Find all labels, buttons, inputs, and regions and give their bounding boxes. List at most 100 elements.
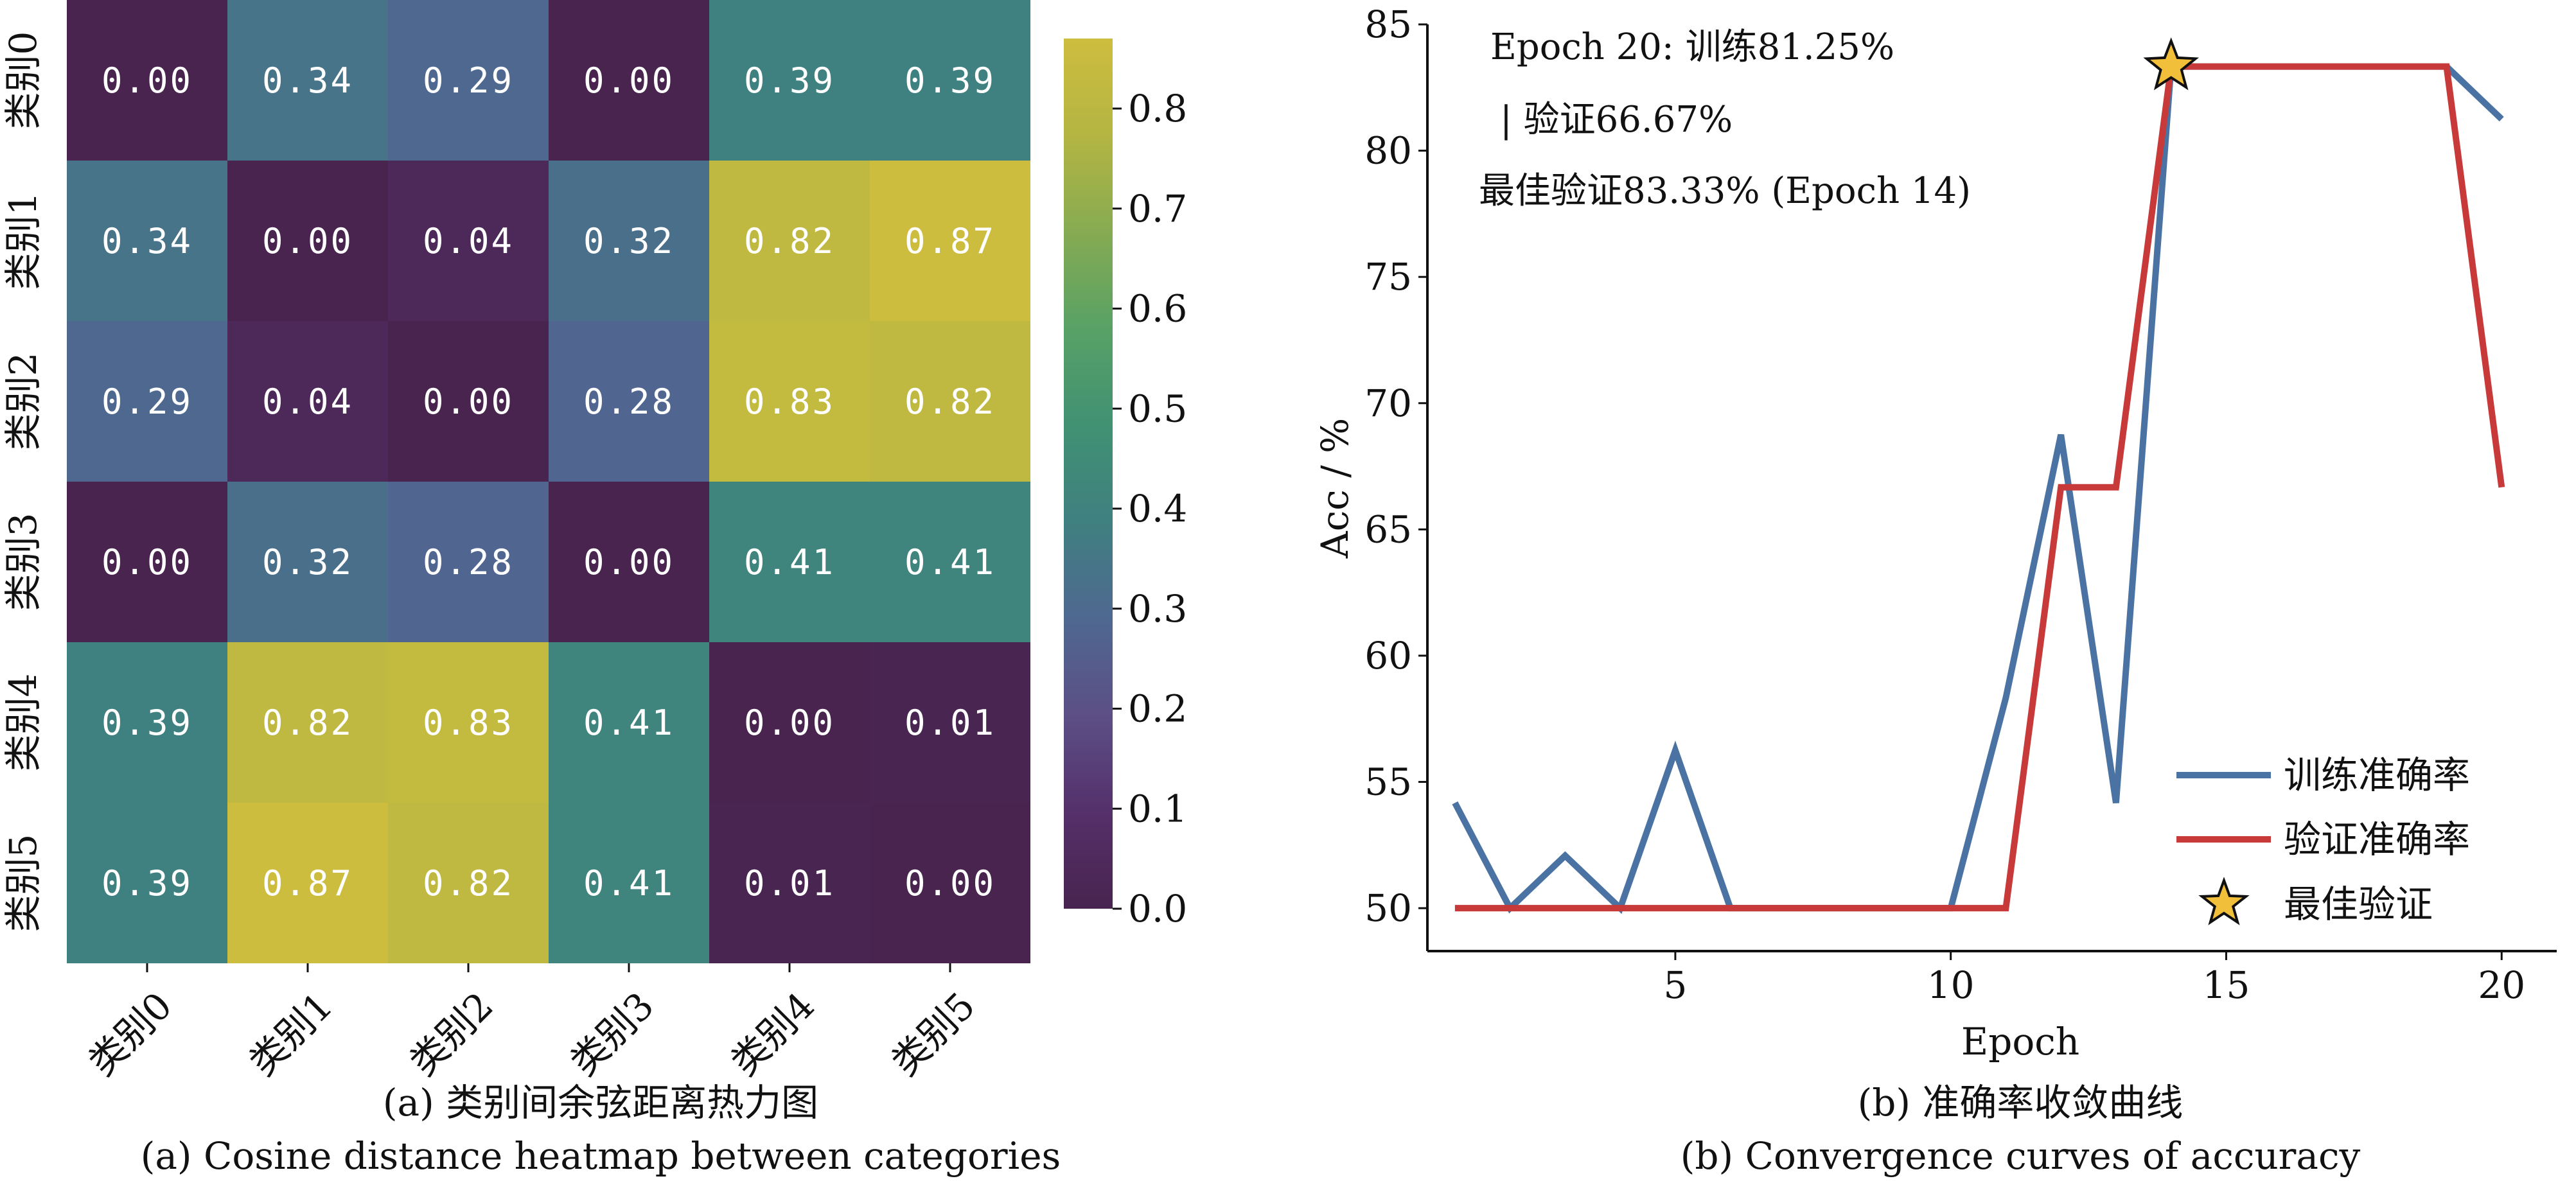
- line-chart-caption-cn: (b) 准确率收敛曲线: [1858, 1081, 2183, 1124]
- heatmap-cell: [709, 321, 870, 482]
- heatmap-row-label: 类别0: [1, 31, 45, 130]
- colorbar-gradient: [1064, 39, 1113, 909]
- heatmap-row-label: 类别2: [1, 353, 45, 451]
- best-validation-star-marker: [2143, 37, 2200, 91]
- x-tick-label: 20: [2478, 963, 2525, 1007]
- heatmap-cell-label: 0.00: [262, 221, 353, 261]
- colorbar-tick-label: 0.5: [1128, 387, 1187, 430]
- heatmap-cell: [709, 803, 870, 963]
- x-ticks: 5 10 15 20: [1663, 951, 2525, 1007]
- heatmap-cell-label: 0.01: [744, 863, 835, 904]
- heatmap-cell: [549, 482, 709, 642]
- legend-star-icon: [2198, 877, 2250, 925]
- heatmap-cell-label: 0.41: [904, 542, 996, 582]
- y-tick-label: 85: [1364, 3, 1412, 46]
- line-chart-caption-en: (b) Convergence curves of accuracy: [1681, 1134, 2361, 1178]
- heatmap-row-label: 类别5: [1, 834, 45, 932]
- heatmap-cell: [227, 803, 388, 963]
- heatmap-cell: [549, 0, 709, 161]
- heatmap-row-label: 类别4: [1, 674, 45, 772]
- heatmap-cell: [388, 161, 549, 321]
- heatmap-cell: [709, 642, 870, 803]
- heatmap-row-label: 类别1: [1, 192, 45, 290]
- legend-label-best: 最佳验证: [2284, 882, 2433, 926]
- heatmap-cell-label: 0.34: [262, 60, 353, 101]
- heatmap-col-label: 类别0: [80, 984, 181, 1084]
- y-axis-label: Acc / %: [1313, 418, 1357, 559]
- heatmap-cell: [870, 321, 1030, 482]
- heatmap-row-labels: 类别0 类别1 类别2 类别3 类别4 类别5: [1, 31, 45, 932]
- x-axis-label: Epoch: [1961, 1020, 2079, 1063]
- y-ticks: 50 55 60 65 70 75 80 85: [1364, 3, 1427, 930]
- heatmap-cell-label: 0.83: [744, 381, 835, 422]
- heatmap-cell-label: 0.82: [744, 221, 835, 261]
- heatmap-cell-label: 0.04: [423, 221, 514, 261]
- annotation-line-1: Epoch 20: 训练81.25%: [1490, 26, 1894, 68]
- y-tick-label: 50: [1364, 886, 1412, 930]
- heatmap-cell-label: 0.00: [583, 60, 675, 101]
- heatmap-cell-label: 0.39: [101, 703, 193, 743]
- heatmap-cell: [870, 161, 1030, 321]
- heatmap-cells: 0.00 0.34 0.29 0.00 0.39 0.39 0.34 0.00 0.04 0.32…: [67, 0, 1030, 963]
- legend-label-val: 验证准确率: [2284, 818, 2470, 861]
- heatmap-cell-label: 0.82: [904, 381, 996, 422]
- heatmap-cell-label: 0.32: [583, 221, 675, 261]
- annotation-line-3: 最佳验证83.33% (Epoch 14): [1479, 170, 1971, 212]
- heatmap-cell-label: 0.28: [423, 542, 514, 582]
- heatmap-cell-label: 0.00: [904, 863, 996, 904]
- colorbar-tick-label: 0.3: [1128, 587, 1187, 631]
- heatmap-cell: [67, 642, 227, 803]
- heatmap-col-label: 类别4: [723, 984, 823, 1084]
- heatmap-cell-label: 0.28: [583, 381, 675, 422]
- colorbar-ticks: 0.0 0.1 0.2 0.3 0.4 0.5 0.6 0.7 0.8: [1113, 87, 1187, 931]
- heatmap-caption-cn: (a) 类别间余弦距离热力图: [383, 1081, 818, 1124]
- heatmap-cell-label: 0.34: [101, 221, 193, 261]
- series-lines: [1452, 63, 2505, 914]
- heatmap-cell: [67, 803, 227, 963]
- heatmap-cell: [549, 321, 709, 482]
- heatmap-cell-label: 0.00: [101, 542, 193, 582]
- heatmap-col-label: 类别2: [401, 984, 502, 1084]
- heatmap-col-label: 类别5: [883, 984, 984, 1084]
- y-tick-label: 80: [1364, 129, 1412, 173]
- heatmap-cell-label: 0.41: [583, 863, 675, 904]
- heatmap-cell: [870, 0, 1030, 161]
- best-marker-group: [2143, 37, 2200, 91]
- heatmap-cell-label: 0.04: [262, 381, 353, 422]
- heatmap-cell-label: 0.39: [101, 863, 193, 904]
- heatmap-cell: [388, 321, 549, 482]
- heatmap-cell: [227, 642, 388, 803]
- heatmap-cell-label: 0.00: [583, 542, 675, 582]
- heatmap-cell-label: 0.39: [744, 60, 835, 101]
- x-tick-label: 10: [1927, 963, 1975, 1007]
- y-tick-label: 65: [1364, 507, 1412, 551]
- heatmap-cell: [388, 803, 549, 963]
- heatmap-col-label: 类别1: [241, 984, 341, 1084]
- heatmap-cell: [227, 0, 388, 161]
- legend-label-train: 训练准确率: [2284, 753, 2470, 797]
- colorbar: 0.0 0.1 0.2 0.3 0.4 0.5 0.6 0.7 0.8: [1064, 39, 1187, 931]
- colorbar-tick-label: 0.0: [1128, 887, 1187, 931]
- legend: 训练准确率 验证准确率 最佳验证: [2176, 753, 2470, 926]
- heatmap-cell: [388, 642, 549, 803]
- heatmap-cell-label: 0.00: [101, 60, 193, 101]
- heatmap-cell-label: 0.29: [101, 381, 193, 422]
- heatmap-cell: [709, 161, 870, 321]
- heatmap-cell-label: 0.01: [904, 703, 996, 743]
- heatmap-cell: [227, 321, 388, 482]
- heatmap-cell-label: 0.41: [744, 542, 835, 582]
- y-tick-label: 70: [1364, 381, 1412, 425]
- heatmap-cell: [709, 0, 870, 161]
- heatmap-cell-label: 0.00: [423, 381, 514, 422]
- heatmap-cell: [870, 482, 1030, 642]
- heatmap-cell-label: 0.87: [904, 221, 996, 261]
- x-tick-label: 5: [1663, 963, 1687, 1007]
- heatmap-cell-label: 0.82: [423, 863, 514, 904]
- heatmap-row-label: 类别3: [1, 513, 45, 611]
- heatmap-cell-label: 0.29: [423, 60, 514, 101]
- heatmap-cell-label: 0.00: [744, 703, 835, 743]
- heatmap-cell: [67, 161, 227, 321]
- y-tick-label: 75: [1364, 255, 1412, 299]
- annotation-line-2: | 验证66.67%: [1500, 99, 1733, 141]
- heatmap-cell-label: 0.39: [904, 60, 996, 101]
